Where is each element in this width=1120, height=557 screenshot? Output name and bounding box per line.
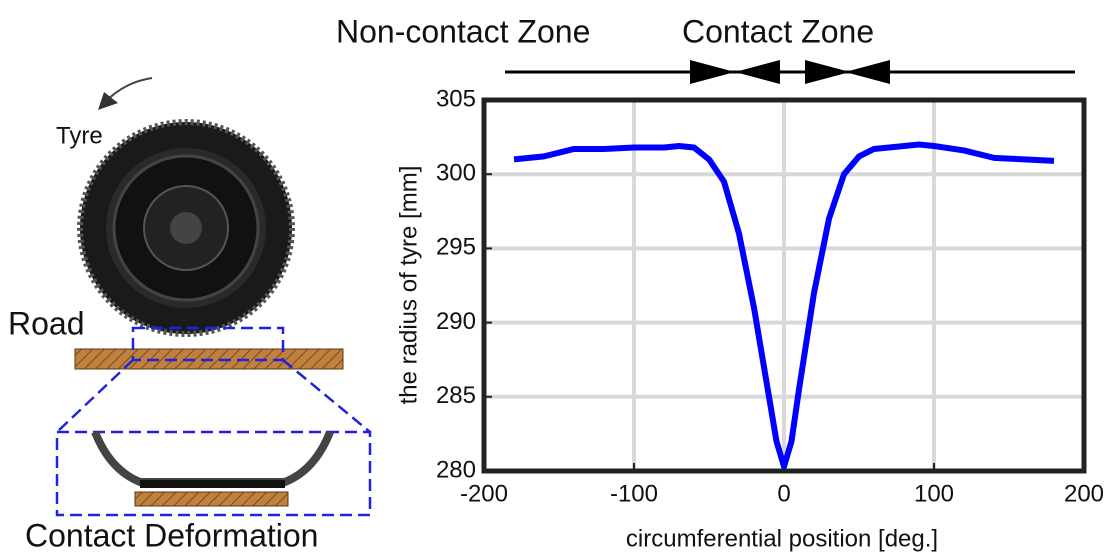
deformation-label: Contact Deformation [25,517,318,553]
y-tick-label: 285 [436,382,476,409]
page: Tyre Road Contact Deformation Non-contac… [0,0,1120,557]
x-tick-label: 0 [777,480,790,507]
road-label: Road [8,305,85,341]
x-axis-label: circumferential position [deg.] [626,525,938,552]
figure: Tyre Road Contact Deformation Non-contac… [0,0,1120,557]
y-tick-label: 290 [436,308,476,335]
y-tick-label: 305 [436,85,476,112]
x-tick-label: -100 [610,480,658,507]
zone-label: Non-contact Zone [336,13,590,49]
zone-arrows [505,60,1075,84]
x-tick-label: 200 [1064,480,1104,507]
y-tick-label: 280 [436,456,476,483]
y-tick-label: 295 [436,234,476,261]
x-tick-label: -200 [460,480,508,507]
tyre-label: Tyre [56,122,103,149]
tyre-illustration [57,78,370,515]
y-tick-label: 300 [436,160,476,187]
zone-label: Contact Zone [682,13,874,49]
y-axis-label: the radius of tyre [mm] [395,166,422,405]
x-tick-label: 100 [914,480,954,507]
